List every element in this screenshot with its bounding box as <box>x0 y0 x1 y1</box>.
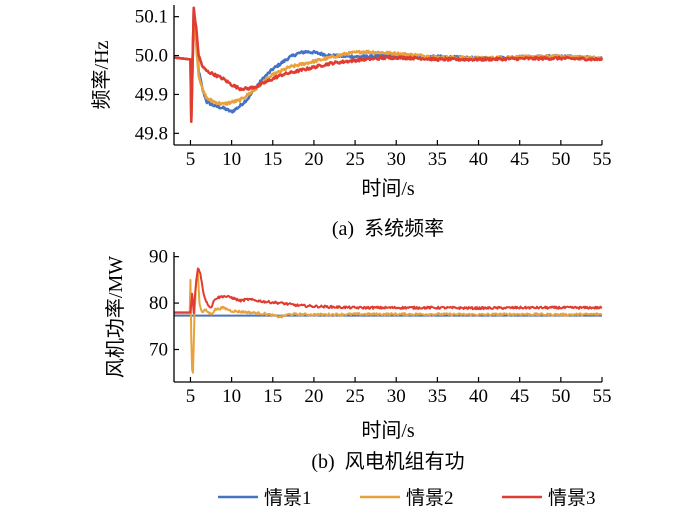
frequency-x-tick-label: 5 <box>186 149 196 170</box>
wind-power-x-tick-label: 30 <box>387 386 406 407</box>
wind-power-x-tick-label: 40 <box>469 386 488 407</box>
wind-power-series-line-3 <box>173 267 603 315</box>
frequency-y-tick-label: 50.1 <box>135 7 168 28</box>
frequency-x-tick-label: 15 <box>263 149 282 170</box>
wind-power-x-tick-label: 20 <box>304 386 323 407</box>
frequency-x-tick-label: 35 <box>428 149 447 170</box>
legend-label-2: 情景2 <box>406 487 454 509</box>
frequency-x-tick-label: 10 <box>222 149 241 170</box>
frequency-axes: 5 10 15 20 25 30 35 40 45 50 55 49.8 49.9 50.0 50.1 <box>135 5 612 170</box>
frequency-caption: (a) 系统频率 <box>332 217 444 240</box>
frequency-y-tick-label: 50.0 <box>135 46 168 67</box>
frequency-x-tick-label: 25 <box>346 149 365 170</box>
frequency-panel: 5 10 15 20 25 30 35 40 45 50 55 49.8 49.9 50.0 50.1 时间… <box>90 5 612 240</box>
frequency-x-tick-label: 40 <box>469 149 488 170</box>
wind-power-y-axis-label: 风机功率/MW <box>104 256 127 378</box>
frequency-x-tick-label: 55 <box>593 149 612 170</box>
frequency-x-tick-label: 50 <box>551 149 570 170</box>
wind-power-x-tick-label: 35 <box>428 386 447 407</box>
wind-power-y-tick-label: 90 <box>149 247 168 268</box>
frequency-x-tick-label: 20 <box>304 149 323 170</box>
wind-power-x-axis-label: 时间/s <box>361 419 415 442</box>
wind-power-y-tick-label: 70 <box>149 340 168 361</box>
legend-label-3: 情景3 <box>548 487 596 509</box>
frequency-series-line-3 <box>173 6 604 123</box>
frequency-x-tick-label: 30 <box>387 149 406 170</box>
wind-power-x-tick-label: 15 <box>263 386 282 407</box>
frequency-x-tick-label: 45 <box>510 149 529 170</box>
wind-power-caption: (b) 风电机组有功 <box>311 450 464 473</box>
wind-power-x-tick-label: 55 <box>593 386 612 407</box>
frequency-series-group <box>173 6 604 123</box>
frequency-y-axis-label: 频率/Hz <box>90 40 113 109</box>
wind-power-x-tick-label: 10 <box>222 386 241 407</box>
frequency-series-line-1 <box>173 11 603 120</box>
wind-power-series-line-2 <box>173 271 603 374</box>
frequency-y-tick-label: 49.9 <box>135 84 168 105</box>
frequency-series-line-2 <box>173 12 604 120</box>
wind-power-y-tick-label: 80 <box>149 293 168 314</box>
wind-power-series-group <box>173 267 603 374</box>
wind-power-axes: 5 10 15 20 25 30 35 40 45 50 55 70 80 90 <box>149 247 612 407</box>
wind-power-x-tick-label: 50 <box>551 386 570 407</box>
legend: 情景1 情景2 情景3 <box>218 487 596 509</box>
wind-power-panel: 5 10 15 20 25 30 35 40 45 50 55 70 80 90 时间/s 风机功率/MW… <box>104 247 612 473</box>
wind-power-x-tick-label: 5 <box>186 386 196 407</box>
wind-power-x-tick-label: 25 <box>346 386 365 407</box>
wind-power-x-tick-label: 45 <box>510 386 529 407</box>
legend-label-1: 情景1 <box>264 487 312 509</box>
frequency-y-tick-label: 49.8 <box>135 123 168 144</box>
frequency-x-axis-label: 时间/s <box>361 177 415 200</box>
